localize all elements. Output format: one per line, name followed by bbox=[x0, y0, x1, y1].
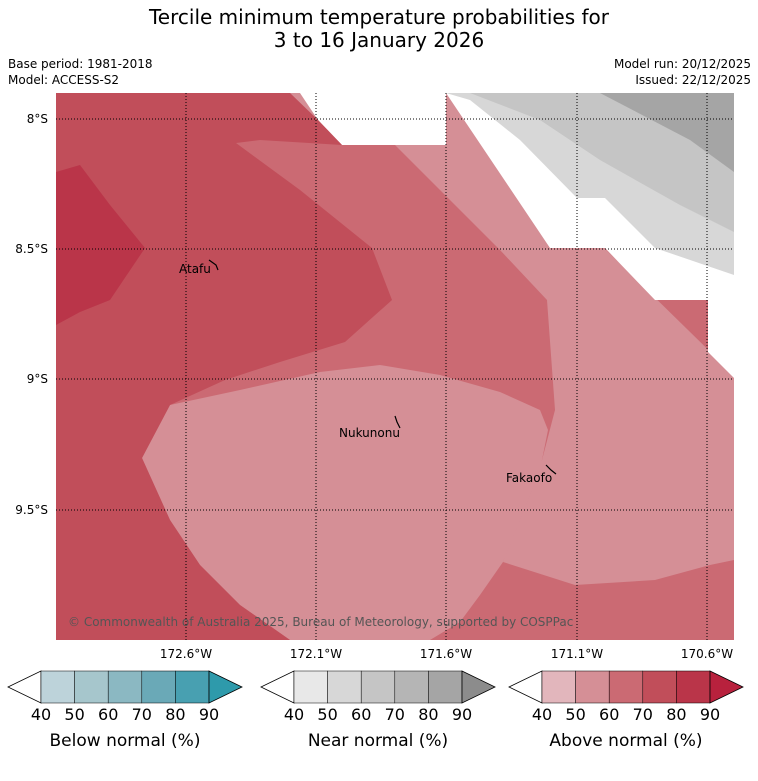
lon-label: 171.1°W bbox=[551, 647, 603, 661]
colorbar-near-segment bbox=[394, 670, 429, 704]
issued-date: Issued: 22/12/2025 bbox=[635, 73, 751, 87]
colorbar-above-segment bbox=[676, 670, 711, 704]
colorbar-near-tick: 50 bbox=[317, 705, 337, 724]
nukunonu-island-outline bbox=[394, 415, 401, 429]
colorbar-below-tick: 40 bbox=[31, 705, 51, 724]
colorbar-label-below: Below normal (%) bbox=[49, 731, 201, 751]
colorbar-above-tick: 70 bbox=[633, 705, 653, 724]
colorbar-above-min-arrow bbox=[508, 670, 543, 704]
lat-label: 9°S bbox=[27, 372, 48, 386]
colorbar-near-min-arrow bbox=[260, 670, 295, 704]
region-near-60-70 bbox=[600, 93, 734, 172]
colorbar-above-tick: 80 bbox=[666, 705, 686, 724]
graticule bbox=[56, 93, 734, 640]
atafu-island-outline bbox=[208, 259, 219, 271]
colorbar-above-segment bbox=[575, 670, 610, 704]
colorbar-above-tick: 40 bbox=[532, 705, 552, 724]
lon-label: 171.6°W bbox=[420, 647, 472, 661]
copyright-notice: © Commonwealth of Australia 2025, Bureau… bbox=[68, 615, 573, 629]
colorbar-below-segment bbox=[175, 670, 210, 704]
colorbar-above-segment bbox=[541, 670, 576, 704]
colorbar-near-tick: 40 bbox=[284, 705, 304, 724]
place-label-fakaofo: Fakaofo bbox=[506, 471, 552, 485]
colorbar-near-segment bbox=[360, 670, 396, 704]
colorbar-near-segment bbox=[327, 670, 362, 704]
map-title-line-1: Tercile minimum temperature probabilitie… bbox=[148, 5, 610, 29]
colorbar-label-near: Near normal (%) bbox=[307, 731, 449, 751]
lon-label: 172.6°W bbox=[160, 647, 212, 661]
region-above-50-60-south bbox=[142, 365, 548, 640]
colorbar-above-max-arrow bbox=[709, 670, 744, 704]
colorbar-below-max-arrow bbox=[208, 670, 243, 704]
colorbar-below-segment bbox=[107, 670, 143, 704]
base-period: Base period: 1981-2018 bbox=[8, 57, 153, 71]
colorbar-above-tick: 90 bbox=[700, 705, 720, 724]
colorbar-below-min-arrow bbox=[7, 670, 42, 704]
colorbar-below-segment bbox=[141, 670, 176, 704]
colorbar-below-segment bbox=[40, 670, 75, 704]
place-label-atafu: Atafu bbox=[179, 262, 211, 276]
fakaofo-island-outline bbox=[545, 464, 557, 475]
colorbar-above-segment bbox=[608, 670, 644, 704]
colorbar-near-tick: 70 bbox=[385, 705, 405, 724]
colorbar-near-segment bbox=[428, 670, 463, 704]
lat-label: 8.5°S bbox=[15, 242, 48, 256]
colorbar-below-tick: 70 bbox=[132, 705, 152, 724]
colorbars: 40 50 60 70 80 90 40 50 60 70 80 90 40 50 60 70 80 90 bbox=[7, 670, 744, 724]
colorbar-near-tick: 90 bbox=[452, 705, 472, 724]
colorbar-below-tick: 50 bbox=[64, 705, 84, 724]
colorbar-above-segment bbox=[642, 670, 677, 704]
colorbar-above-tick: 60 bbox=[599, 705, 619, 724]
colorbar-above-tick: 50 bbox=[565, 705, 585, 724]
model-name: Model: ACCESS-S2 bbox=[8, 73, 120, 87]
colorbar-near-tick: 60 bbox=[351, 705, 371, 724]
colorbar-near-segment bbox=[293, 670, 328, 704]
colorbar-below-tick: 80 bbox=[165, 705, 185, 724]
place-label-nukunonu: Nukunonu bbox=[339, 426, 400, 440]
lon-label: 170.6°W bbox=[681, 647, 733, 661]
colorbar-below-tick: 90 bbox=[199, 705, 219, 724]
map-title-line-2: 3 to 16 January 2026 bbox=[273, 28, 485, 52]
region-above-50-60-east bbox=[260, 93, 734, 640]
lon-label: 172.1°W bbox=[290, 647, 342, 661]
island-outlines bbox=[208, 259, 557, 475]
lat-label: 9.5°S bbox=[15, 503, 48, 517]
colorbar-near-max-arrow bbox=[461, 670, 496, 704]
colorbar-below-segment bbox=[74, 670, 109, 704]
region-above-80-90 bbox=[56, 165, 145, 325]
lat-label: 8°S bbox=[27, 112, 48, 126]
model-run-date: Model run: 20/12/2025 bbox=[613, 57, 751, 71]
colorbar-near-tick: 80 bbox=[418, 705, 438, 724]
colorbar-label-above: Above normal (%) bbox=[549, 731, 703, 751]
region-above-70-80 bbox=[56, 93, 392, 640]
probability-map bbox=[56, 93, 734, 640]
colorbar-below-tick: 60 bbox=[98, 705, 118, 724]
